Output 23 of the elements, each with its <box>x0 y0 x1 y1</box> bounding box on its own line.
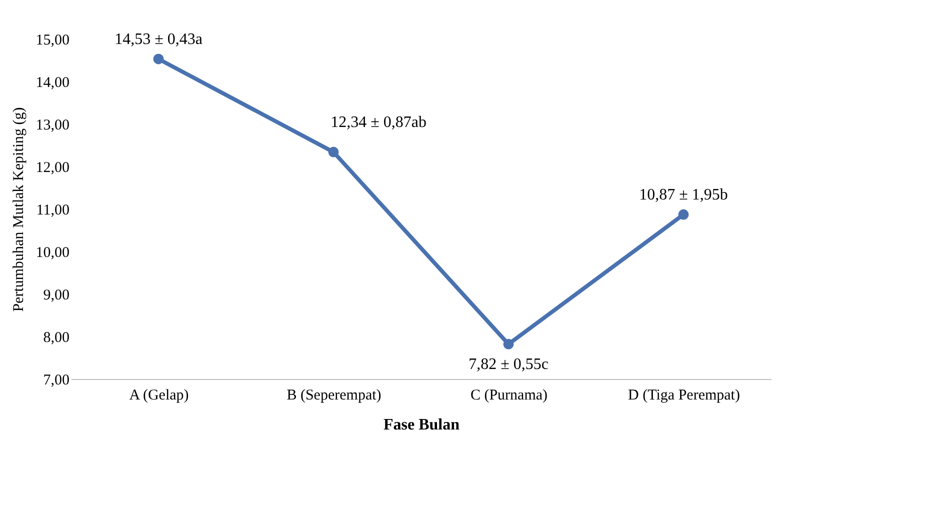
point <box>328 146 339 158</box>
point <box>678 209 689 220</box>
y-tick-label: 15,00 <box>36 32 70 48</box>
data-label: 10,87 ± 1,95b <box>639 186 728 204</box>
data-label: 14,53 ± 0,43a <box>114 30 202 48</box>
x-axis-title: Fase Bulan <box>383 416 460 434</box>
point <box>503 338 514 350</box>
y-tick-label: 9,00 <box>43 288 70 304</box>
y-tick-label: 8,00 <box>43 330 70 346</box>
y-tick-label: 10,00 <box>36 245 70 261</box>
x-tick-label: A (Gelap) <box>129 388 189 404</box>
y-tick-label: 11,00 <box>36 202 70 218</box>
y-tick-label: 14,00 <box>36 75 70 91</box>
data-label: 12,34 ± 0,87ab <box>330 114 426 132</box>
x-tick-label: C (Purnama) <box>470 388 548 404</box>
data-label: 7,82 ± 0,55c <box>468 356 548 374</box>
y-axis-title: Pertumbuhan Mutlak Kepiting (g) <box>10 107 27 312</box>
y-tick-label: 13,00 <box>36 118 70 134</box>
y-tick-label: 7,00 <box>43 372 70 388</box>
x-tick-label: D (Tiga Perempat) <box>628 388 740 404</box>
x-tick-label: B (Seperempat) <box>286 388 382 404</box>
y-tick-label: 12,00 <box>36 160 70 176</box>
point <box>153 54 164 64</box>
